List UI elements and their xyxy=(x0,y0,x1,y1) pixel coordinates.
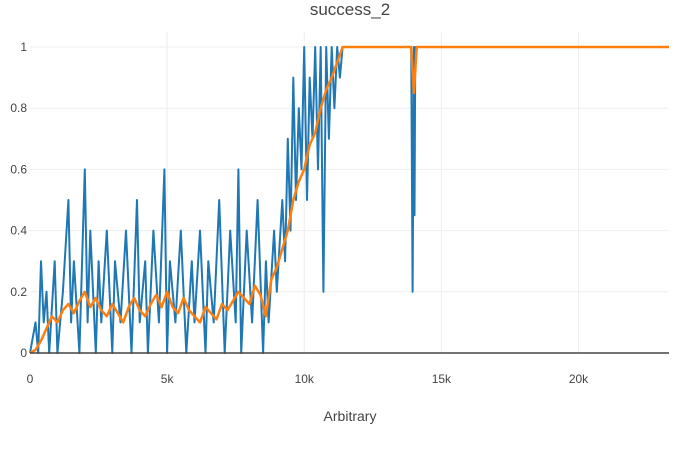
series-line-raw xyxy=(29,46,669,354)
x-tick-label: 0 xyxy=(27,372,34,386)
x-tick-label: 15k xyxy=(432,372,452,386)
y-tick-label: 0.4 xyxy=(10,224,27,238)
series-group xyxy=(29,45,669,355)
y-tick-label: 0 xyxy=(20,346,27,360)
y-tick-label: 0.8 xyxy=(10,101,27,115)
y-tick-label: 0.6 xyxy=(10,162,27,176)
axes: 0 0.2 0.4 0.6 0.8 1 0 5k 10k 15k 20k xyxy=(10,40,669,386)
x-axis-title: Arbitrary xyxy=(324,408,377,424)
chart-title: success_2 xyxy=(310,0,390,19)
x-tick-label: 20k xyxy=(569,372,589,386)
y-tick-label: 0.2 xyxy=(10,285,27,299)
y-tick-label: 1 xyxy=(20,40,27,54)
grid xyxy=(30,32,669,353)
x-tick-label: 5k xyxy=(161,372,175,386)
series-line-smoothed xyxy=(29,45,669,355)
x-tick-label: 10k xyxy=(295,372,315,386)
